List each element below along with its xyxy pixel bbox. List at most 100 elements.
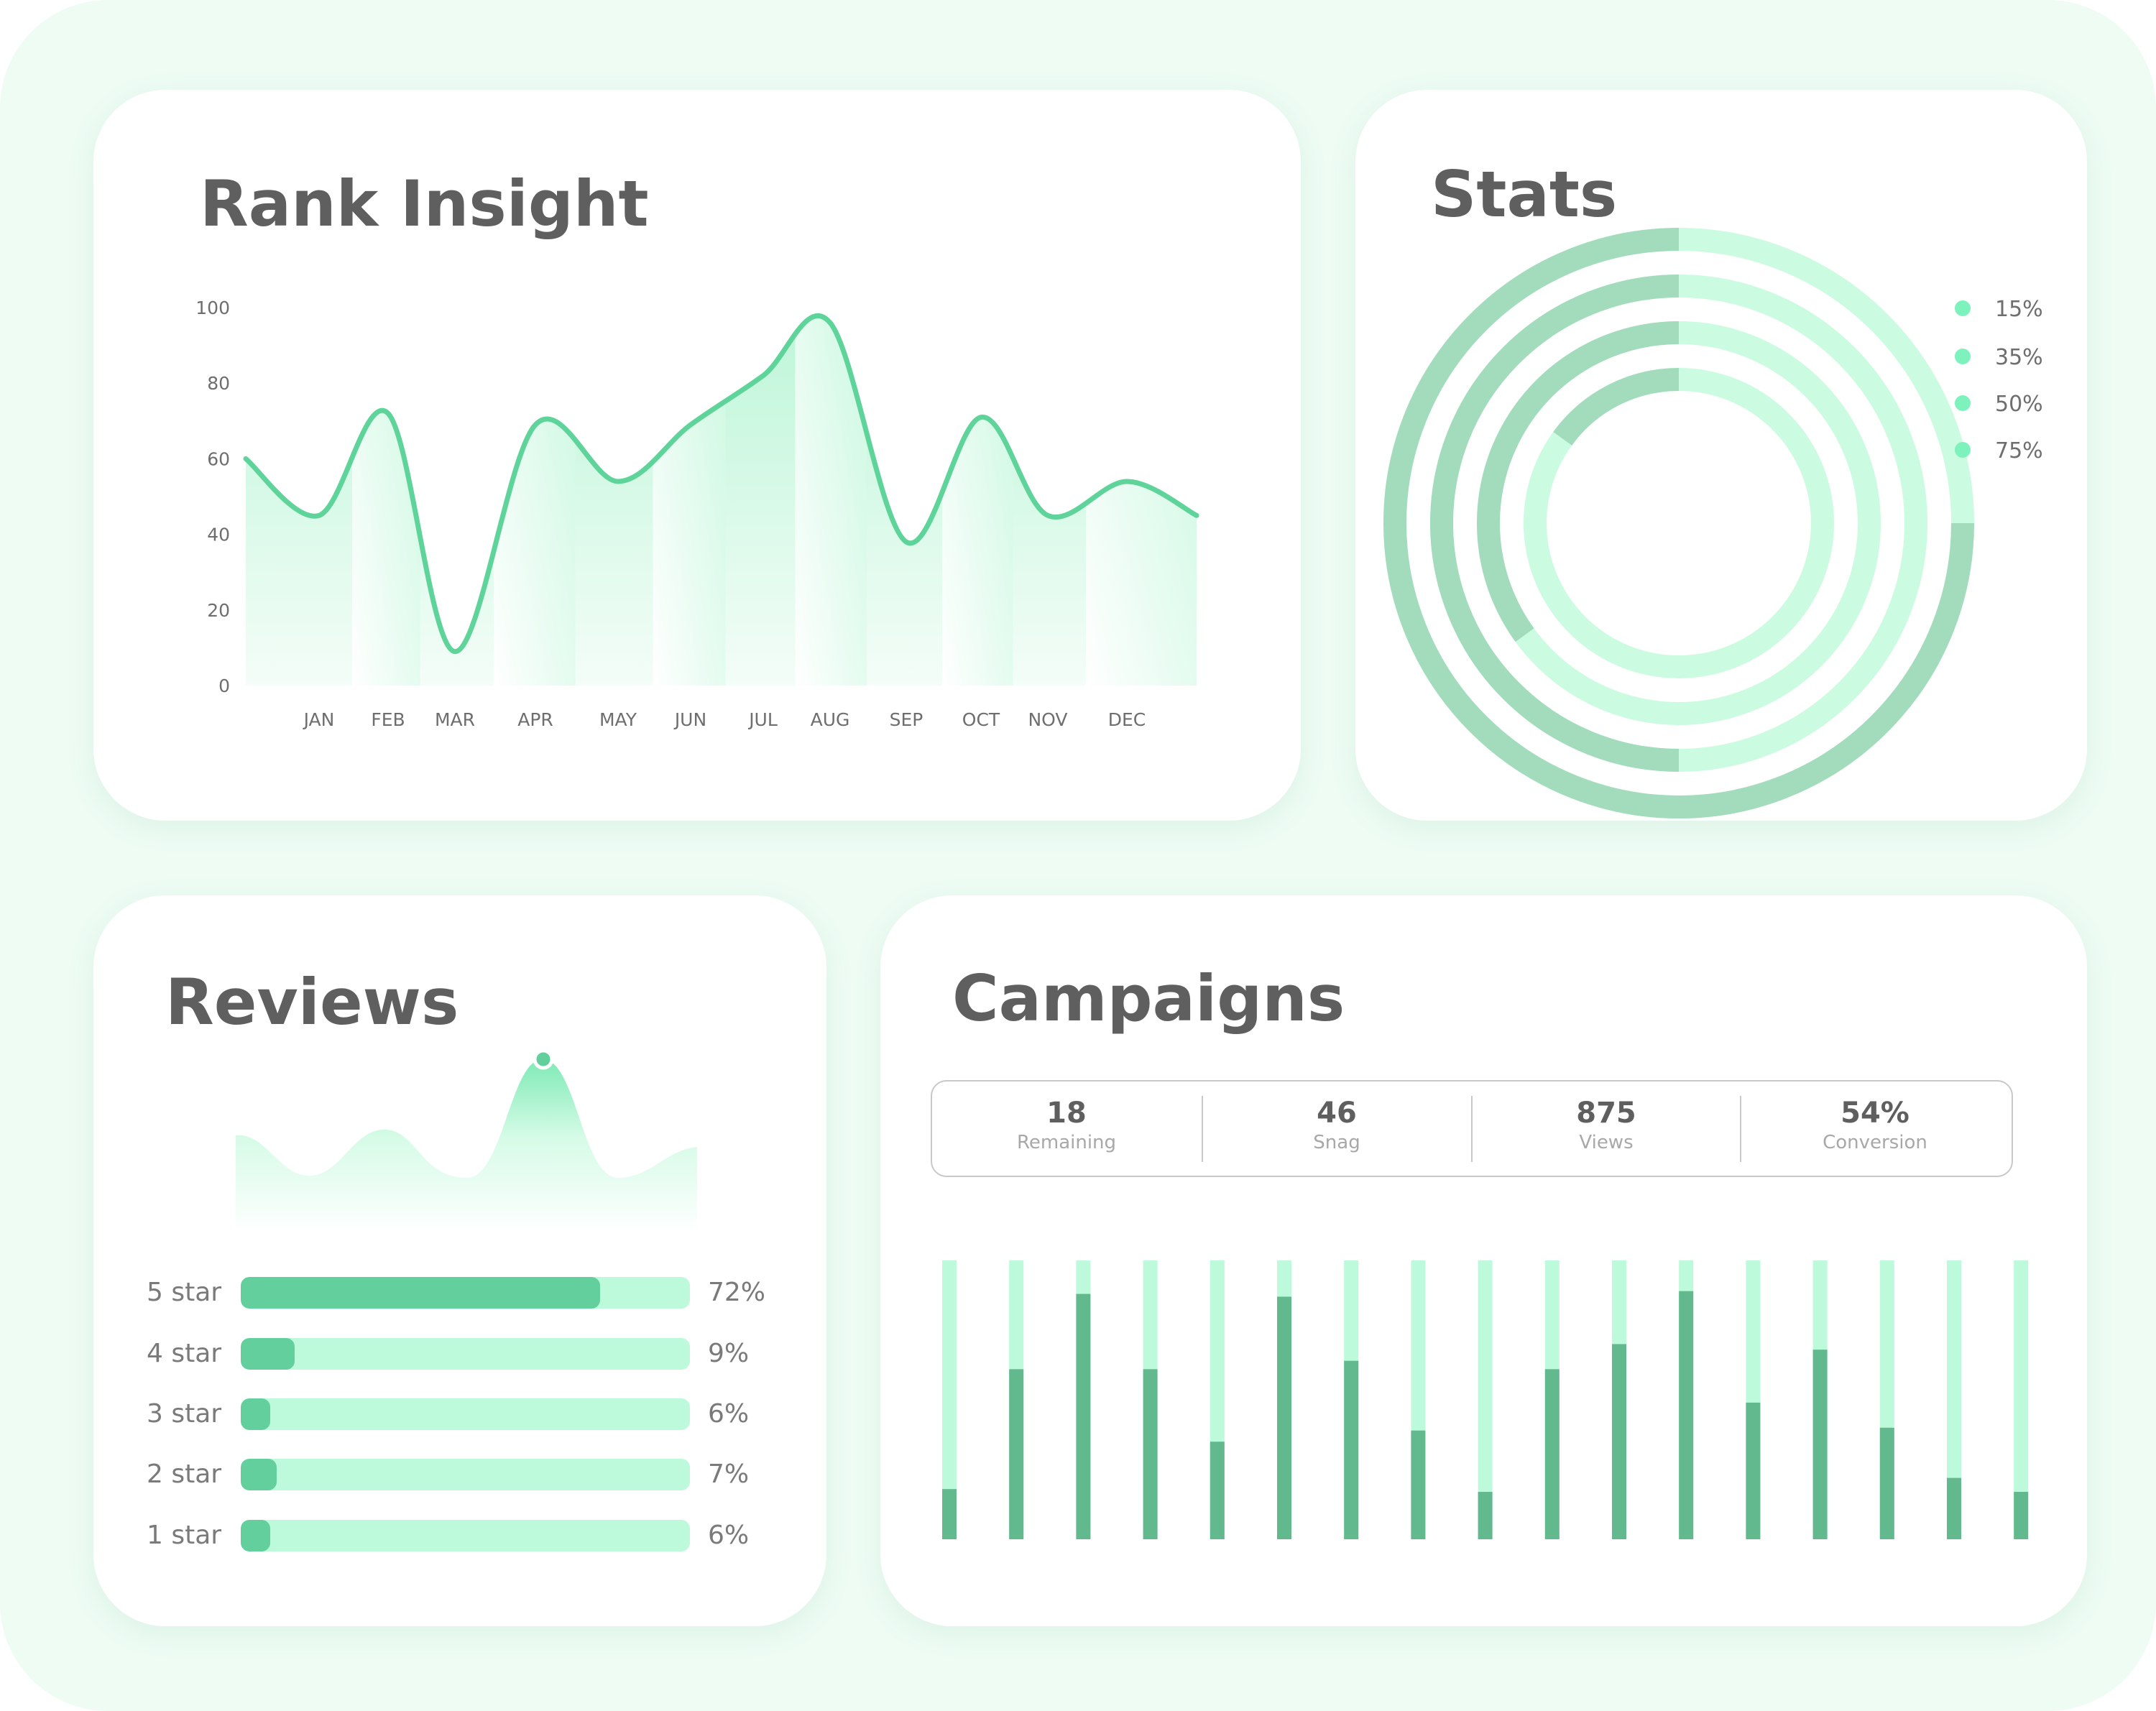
review-track (241, 1459, 690, 1490)
review-percent: 7% (708, 1459, 750, 1489)
bar-track (1478, 1260, 1493, 1539)
area-stripe (246, 315, 353, 686)
area-stripe (795, 315, 867, 686)
bar-value[interactable] (1612, 1344, 1626, 1539)
metric-label: Remaining (1016, 1132, 1117, 1153)
campaigns-title: Campaigns (952, 961, 1345, 1036)
area-stripe (725, 315, 796, 686)
legend-label: 15% (1995, 297, 2043, 322)
review-star-label: 3 star (147, 1399, 222, 1429)
bar-value[interactable] (1076, 1293, 1091, 1539)
x-tick-label: DEC (1108, 709, 1146, 730)
metric-remaining[interactable]: 18 Remaining (932, 1082, 1201, 1176)
campaigns-card: Campaigns 18 Remaining 46 Snag 875 Views… (880, 895, 2087, 1626)
ring-progress[interactable] (1383, 228, 1974, 818)
y-tick-label: 20 (207, 600, 230, 621)
x-tick-label: OCT (962, 709, 1000, 730)
metric-label: Snag (1313, 1132, 1360, 1153)
bar-value[interactable] (1009, 1369, 1024, 1539)
ring-progress[interactable] (1477, 321, 1680, 642)
x-tick-label: MAY (599, 709, 637, 730)
bar-value[interactable] (1277, 1296, 1291, 1539)
bar-value[interactable] (942, 1489, 957, 1539)
review-track (241, 1520, 690, 1551)
bar-value[interactable] (1947, 1477, 1961, 1539)
bar-value[interactable] (1879, 1427, 1894, 1539)
review-fill (241, 1277, 600, 1309)
bar-value[interactable] (1478, 1492, 1493, 1539)
legend-dot (1955, 442, 1971, 458)
metric-conversion[interactable]: 54% Conversion (1741, 1082, 2009, 1176)
review-fill (241, 1398, 270, 1430)
bar-value[interactable] (1210, 1442, 1225, 1539)
rank-insight-chart: 100 80 60 40 20 0 JAN FEB MAR APR MAY JUN JUL AUG SEP O… (195, 298, 1199, 730)
legend-dot (1955, 300, 1971, 316)
metric-divider (1202, 1096, 1203, 1162)
x-tick-label: AUG (811, 709, 850, 730)
metric-divider (1740, 1096, 1741, 1162)
y-tick-label: 80 (207, 373, 230, 394)
y-tick-label: 100 (195, 298, 230, 318)
reviews-wave-area (236, 1059, 697, 1233)
bar-value[interactable] (2014, 1492, 2029, 1539)
review-row[interactable]: 5 star 72% (93, 1276, 826, 1312)
legend-label: 75% (1995, 438, 2043, 464)
stats-card: Stats 15% 35% 50% 75% (1355, 90, 2087, 821)
review-row[interactable]: 3 star 6% (93, 1398, 826, 1434)
legend-label: 50% (1995, 392, 2043, 417)
review-fill (241, 1520, 270, 1551)
bar-value[interactable] (1812, 1350, 1828, 1539)
metric-snag[interactable]: 46 Snag (1202, 1082, 1471, 1176)
metric-label: Conversion (1823, 1132, 1927, 1153)
metric-value: 18 (1046, 1097, 1087, 1130)
area-stripe (653, 315, 727, 686)
campaigns-bar-chart (942, 1260, 2029, 1539)
area-stripe (420, 315, 494, 686)
bar-value[interactable] (1746, 1402, 1761, 1539)
review-star-label: 2 star (147, 1459, 222, 1489)
bar-track (2014, 1260, 2029, 1539)
bar-value[interactable] (1411, 1430, 1426, 1539)
review-star-label: 4 star (147, 1339, 222, 1368)
metric-value: 46 (1317, 1097, 1357, 1130)
metric-value: 875 (1576, 1097, 1636, 1130)
reviews-title: Reviews (165, 965, 459, 1039)
campaign-metrics: 18 Remaining 46 Snag 875 Views 54% Conve… (931, 1080, 2013, 1177)
x-tick-label: JAN (303, 709, 335, 730)
area-stripe (494, 315, 576, 686)
y-tick-label: 40 (207, 525, 230, 545)
review-percent: 9% (708, 1339, 750, 1368)
reviews-wave-chart (236, 1048, 697, 1233)
reviews-card: Reviews 5 star 72% 4 star 9% 3 star 6% 2 star 7… (93, 895, 826, 1626)
ring-progress[interactable] (1430, 275, 1680, 772)
reviews-peak-dot[interactable] (533, 1048, 554, 1070)
stats-radial-chart: 15% 35% 50% 75% (1383, 228, 2043, 818)
y-tick-label: 0 (218, 675, 230, 696)
review-row[interactable]: 2 star 7% (93, 1458, 826, 1494)
bar-value[interactable] (1143, 1369, 1158, 1539)
review-row[interactable]: 4 star 9% (93, 1337, 826, 1373)
review-row[interactable]: 1 star 6% (93, 1519, 826, 1555)
ring-progress[interactable] (1553, 368, 1680, 446)
review-track (241, 1277, 690, 1309)
review-percent: 72% (708, 1278, 766, 1307)
x-tick-label: JUN (673, 709, 706, 730)
bar-value[interactable] (1679, 1291, 1694, 1539)
stats-title: Stats (1431, 157, 1618, 231)
review-star-label: 1 star (147, 1521, 222, 1550)
metric-divider (1471, 1096, 1473, 1162)
x-tick-label: APR (517, 709, 553, 730)
metric-label: Views (1579, 1132, 1634, 1153)
rank-insight-title: Rank Insight (200, 167, 649, 241)
rank-insight-card: Rank Insight 100 80 60 40 20 0 JAN FEB MAR APR MAY… (93, 90, 1301, 821)
bar-track (942, 1260, 957, 1539)
area-stripe (942, 315, 1014, 686)
legend-label: 35% (1995, 345, 2043, 370)
review-fill (241, 1459, 277, 1490)
rank-line[interactable] (243, 313, 1199, 655)
review-track (241, 1338, 690, 1370)
review-percent: 6% (708, 1399, 750, 1429)
bar-value[interactable] (1344, 1360, 1359, 1539)
metric-views[interactable]: 875 Views (1472, 1082, 1741, 1176)
bar-value[interactable] (1544, 1369, 1560, 1539)
